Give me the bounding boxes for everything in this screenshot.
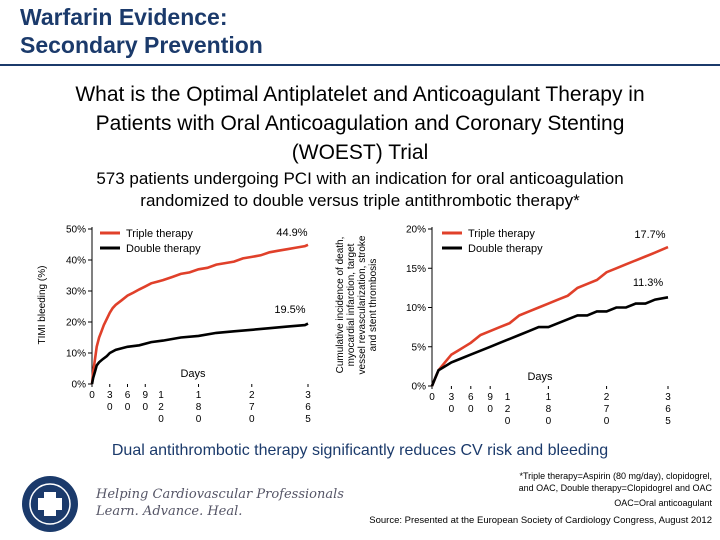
chart2-y-axis-label: vessel revascularization, stroke xyxy=(357,235,368,374)
chart1-x-tick-label: 1 xyxy=(158,390,164,401)
chart1-y-tick-label: 10% xyxy=(66,349,86,360)
chart2-legend-label: Triple therapy xyxy=(468,228,535,240)
chart1-x-tick-label: 5 xyxy=(305,414,311,425)
tagline-line-2: Learn. Advance. Heal. xyxy=(96,504,243,519)
chart1-y-tick-label: 0% xyxy=(72,380,87,391)
tagline-line-1: Helping Cardiovascular Professionals xyxy=(96,487,344,502)
chart1-x-tick-label: 7 xyxy=(249,402,255,413)
chart2-y-tick-label: 10% xyxy=(406,303,426,314)
footnote-line-1: *Triple therapy=Aspirin (80 mg/day), clo… xyxy=(519,471,712,481)
chart2-x-tick-label: 1 xyxy=(505,392,511,403)
chart1-x-tick-label: 6 xyxy=(305,402,311,413)
chart1-x-tick-label: 2 xyxy=(158,402,164,413)
chart1-x-tick-label: 3 xyxy=(305,390,311,401)
chart2-y-tick-label: 0% xyxy=(412,382,427,393)
slide-title: Warfarin Evidence: Secondary Prevention xyxy=(20,3,263,59)
chart1-x-tick-label: 2 xyxy=(249,390,255,401)
question-line-3: (WOEST) Trial xyxy=(291,141,429,164)
chart1-x-tick-label: 6 xyxy=(125,390,131,401)
chart1-end-label-double: 19.5% xyxy=(274,304,305,316)
chart2-y-tick-label: 5% xyxy=(412,342,427,353)
acc-seal-icon xyxy=(22,476,78,532)
chart1-x-tick-label: 1 xyxy=(196,390,202,401)
chart1-legend-label: Double therapy xyxy=(126,243,201,255)
chart2-series-double xyxy=(430,296,669,387)
chart2-x-tick-label: 2 xyxy=(505,404,511,415)
chart1-x-tick-label: 0 xyxy=(107,402,113,413)
chart2-x-tick-label: 2 xyxy=(604,392,610,403)
chart2-y-tick-label: 20% xyxy=(406,225,426,236)
chart2-x-tick-label: 0 xyxy=(487,404,493,415)
chart1-x-tick-label: 0 xyxy=(89,390,95,401)
subtitle-line-2: randomized to double versus triple antit… xyxy=(140,191,580,210)
chart1-x-tick-label: 9 xyxy=(142,390,148,401)
chart2-x-tick-label: 6 xyxy=(665,404,671,415)
chart1-x-tick-label: 0 xyxy=(158,414,164,425)
acc-logo: Helping Cardiovascular Professionals Lea… xyxy=(20,474,350,534)
chart2-x-tick-label: 3 xyxy=(449,392,455,403)
chart2-x-tick-label: 3 xyxy=(665,392,671,403)
chart2-x-tick-label: 0 xyxy=(546,416,552,427)
chart2-series-triple xyxy=(430,245,669,387)
chart2-x-tick-label: 8 xyxy=(546,404,552,415)
title-divider xyxy=(0,64,720,66)
chart1-y-tick-label: 30% xyxy=(66,287,86,298)
chart2-x-tick-label: 6 xyxy=(468,392,474,403)
title-bar: Warfarin Evidence: Secondary Prevention xyxy=(0,0,720,64)
chart1-x-tick-label: 3 xyxy=(107,390,113,401)
chart1-y-tick-label: 50% xyxy=(66,225,86,236)
chart1-y-tick-label: 20% xyxy=(66,318,86,329)
chart2-x-tick-label: 9 xyxy=(487,392,493,403)
chart1-legend-label: Triple therapy xyxy=(126,228,193,240)
chart1-x-tick-label: 8 xyxy=(196,402,202,413)
question-line-1: What is the Optimal Antiplatelet and Ant… xyxy=(75,83,645,106)
footnote-line-3: OAC=Oral anticoagulant xyxy=(614,498,712,508)
chart1-x-tick-label: 0 xyxy=(196,414,202,425)
chart1-series-triple xyxy=(90,243,309,385)
chart2-y-axis-label: myocardial infarction, target xyxy=(346,243,357,366)
chart2-x-axis-label: Days xyxy=(527,371,553,383)
footnote-line-2: and OAC, Double therapy=Clopidogrel and … xyxy=(518,483,712,493)
chart2-x-tick-label: 7 xyxy=(604,404,610,415)
question-line-2: Patients with Oral Anticoagulation and C… xyxy=(95,112,625,135)
chart2-legend-label: Double therapy xyxy=(468,243,543,255)
chart2-x-tick-label: 0 xyxy=(429,392,435,403)
chart2-x-tick-label: 0 xyxy=(604,416,610,427)
question-heading: What is the Optimal Antiplatelet and Ant… xyxy=(18,80,702,167)
chart2-x-tick-label: 0 xyxy=(449,404,455,415)
chart2-x-tick-label: 5 xyxy=(665,416,671,427)
chart2-x-tick-label: 1 xyxy=(546,392,552,403)
chart1-x-tick-label: 0 xyxy=(249,414,255,425)
chart1-x-tick-label: 0 xyxy=(142,402,148,413)
title-line-1: Warfarin Evidence: xyxy=(20,4,228,30)
chart1-x-tick-label: 0 xyxy=(125,402,131,413)
chart1-series-double xyxy=(90,322,309,385)
source-text: Source: Presented at the European Societ… xyxy=(369,515,712,526)
chart1-y-axis-label: TIMI bleeding (%) xyxy=(37,266,48,345)
chart2-y-axis-label: Cumulative incidence of death, xyxy=(335,237,346,374)
chart1-y-tick-label: 40% xyxy=(66,256,86,267)
title-line-2: Secondary Prevention xyxy=(20,32,263,58)
chart2-end-label-double: 11.3% xyxy=(633,277,664,289)
chart2-y-axis-label: and stent thrombosis xyxy=(368,259,379,352)
chart2-end-label-triple: 17.7% xyxy=(634,229,665,241)
chart2-x-tick-label: 0 xyxy=(468,404,474,415)
conclusion-text: Dual antithrombotic therapy significantl… xyxy=(111,442,609,459)
chart2-y-tick-label: 15% xyxy=(406,264,426,275)
chart1-end-label-triple: 44.9% xyxy=(276,227,307,239)
chart1-x-axis-label: Days xyxy=(180,368,206,380)
study-subtitle: 573 patients undergoing PCI with an indi… xyxy=(18,168,702,212)
logo-tagline: Helping Cardiovascular Professionals Lea… xyxy=(96,486,344,520)
subtitle-line-1: 573 patients undergoing PCI with an indi… xyxy=(96,169,624,188)
chart2-x-tick-label: 0 xyxy=(505,416,511,427)
